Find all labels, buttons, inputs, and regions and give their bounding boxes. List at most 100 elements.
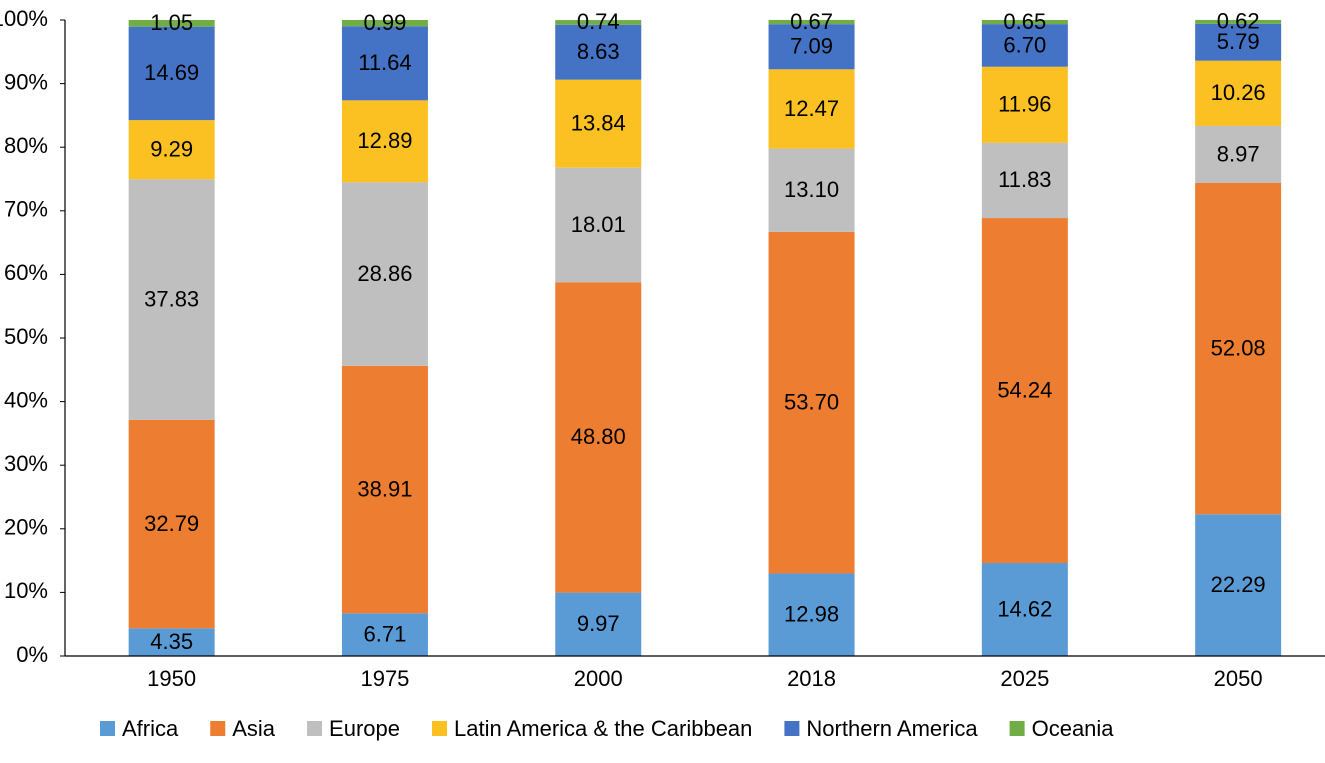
bar-segment [981,142,1068,219]
data-label: 0.65 [1003,9,1046,34]
legend-swatch [100,721,115,736]
data-label: 9.97 [577,611,620,636]
legend-label: Oceania [1032,716,1115,741]
data-label: 22.29 [1211,572,1266,597]
data-label: 13.10 [784,177,839,202]
y-tick-label: 90% [4,69,48,94]
bar-segment [768,69,855,149]
bar-segment [1195,23,1282,61]
legend-swatch [784,721,800,736]
x-tick-label: 2000 [574,666,623,691]
bar-segment [1195,19,1282,24]
bar-segment [768,231,855,574]
data-label: 12.89 [357,128,412,153]
bar-segment [128,419,215,629]
legend-label: Africa [122,716,179,741]
bar-segment [555,24,642,80]
y-tick-label: 50% [4,324,48,349]
bar-segment [768,573,855,656]
data-label: 32.79 [144,511,199,536]
bar-segment [1195,125,1282,184]
bar-segment [1195,60,1282,126]
legend-swatch [432,721,447,736]
data-label: 18.01 [571,212,626,237]
y-tick-label: 30% [4,451,48,476]
bar-segment [981,66,1068,143]
legend-label: Latin America & the Caribbean [454,716,752,741]
bar-segment [555,79,642,168]
x-tick-label: 1950 [147,666,196,691]
x-tick-label: 1975 [360,666,409,691]
y-tick-label: 70% [4,197,48,222]
data-label: 8.97 [1217,141,1260,166]
data-label: 4.35 [150,629,193,654]
legend-label: Europe [329,716,400,741]
data-label: 14.69 [144,60,199,85]
bar-segment [128,628,215,656]
data-label: 0.67 [790,9,833,34]
y-tick-label: 80% [4,133,48,158]
legend-swatch [1009,721,1025,736]
bar-segment [555,592,642,656]
bar-segment [341,365,428,614]
bar-segment [341,613,428,656]
data-label: 1.05 [150,10,193,35]
bar-segment [981,563,1068,656]
bar-segment [555,167,642,283]
x-tick-label: 2025 [1000,666,1049,691]
y-tick-label: 10% [4,578,48,603]
data-label: 11.96 [998,92,1051,117]
data-label: 12.47 [784,96,839,121]
bar-segment [555,282,642,593]
data-label: 48.80 [571,424,626,449]
y-tick-label: 100% [0,6,48,31]
bar-segment [128,26,215,121]
bar-segment [768,19,855,25]
bar-segment [341,26,428,101]
data-label: 0.74 [577,9,620,34]
legend-label: Asia [232,716,276,741]
x-tick-label: 2018 [787,666,836,691]
data-label: 10.26 [1211,80,1266,105]
data-label: 37.83 [144,286,199,311]
bar-segment [768,148,855,232]
data-label: 5.79 [1217,29,1260,54]
data-label: 54.24 [997,377,1052,402]
bar-segment [981,20,1068,25]
bar-segment [128,20,215,27]
bar-segment [341,100,428,183]
data-label: 14.62 [997,596,1052,621]
y-tick-label: 40% [4,387,48,412]
data-label: 12.98 [784,602,839,627]
data-label: 53.70 [784,389,839,414]
data-label: 0.62 [1217,9,1260,34]
data-label: 52.08 [1211,335,1266,360]
bar-segment [1195,183,1282,515]
bar-segment [555,20,642,25]
x-tick-label: 2050 [1214,666,1263,691]
data-label: 38.91 [357,476,412,501]
bar-segment [981,24,1068,67]
data-label: 28.86 [357,261,412,286]
data-label: 9.29 [150,136,193,161]
y-tick-label: 20% [4,515,48,540]
bar-segment [128,120,215,180]
data-label: 11.83 [998,167,1051,192]
data-label: 6.71 [364,621,407,646]
y-tick-label: 60% [4,260,48,285]
y-tick-label: 0% [16,642,48,667]
bar-segment [128,179,215,420]
data-label: 8.63 [577,39,620,64]
legend-swatch [307,721,323,736]
bar-segment [341,20,428,27]
legend-label: Northern America [806,716,978,741]
legend-swatch [210,721,226,736]
bar-segment [1195,514,1282,656]
data-label: 11.64 [358,50,411,75]
bar-segment [341,182,428,366]
bar-segment [981,218,1068,564]
data-label: 13.84 [571,110,626,135]
data-label: 6.70 [1003,32,1046,57]
